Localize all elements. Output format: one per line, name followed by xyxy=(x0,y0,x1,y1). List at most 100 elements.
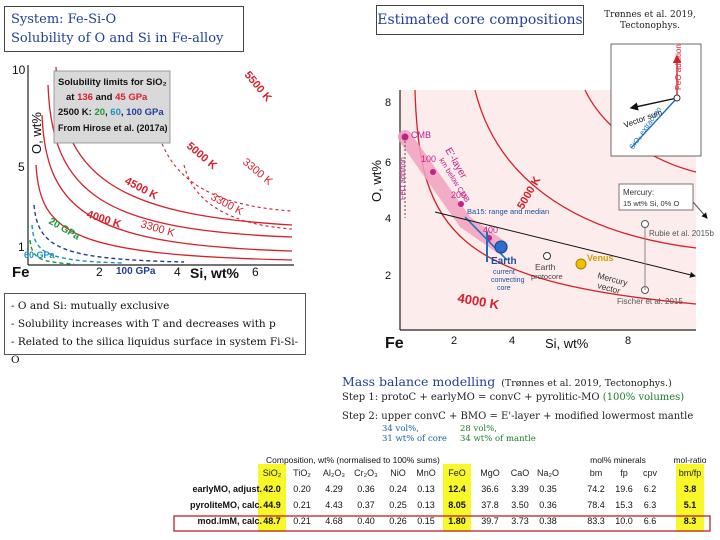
cell-2-8: 3.73 xyxy=(511,516,529,526)
cell-2-6: 1.80 xyxy=(448,516,466,526)
note-1: - O and Si: mutually exclusive xyxy=(11,300,170,312)
annot-mantle: 28 vol%, 34 wt% of mantle xyxy=(460,424,536,444)
cell-0-13: 3.8 xyxy=(684,484,697,494)
vector-feo-label: FeO addition xyxy=(674,44,683,90)
cell-2-7: 39.7 xyxy=(481,516,499,526)
col-header-6: FeO xyxy=(448,468,466,478)
col-header-5: MnO xyxy=(416,468,436,478)
notes-box: - O and Si: mutually exclusive - Solubil… xyxy=(4,293,306,366)
left-xtick-4: 4 xyxy=(174,265,181,279)
left-ylabel: O, wt% xyxy=(29,112,44,154)
legend-line2: at 136 and 45 GPa xyxy=(66,92,148,103)
earth-core-point xyxy=(494,240,508,254)
sio2-extraction-arrow xyxy=(630,97,678,149)
step-1: Step 1: protoC + earlyMO = convC + pyrol… xyxy=(342,392,685,403)
label-200: 200 xyxy=(451,190,466,200)
cell-0-5: 0.13 xyxy=(417,484,435,494)
legend-line4: From Hirose et al. (2017a) xyxy=(58,123,168,133)
right-fe-corner: Fe xyxy=(385,335,404,352)
cell-1-5: 0.13 xyxy=(417,500,435,510)
system-subtitle: Solubility of O and Si in Fe-alloy xyxy=(11,31,224,46)
right-xtick-4: 4 xyxy=(509,335,515,347)
system-title-box: System: Fe-Si-O Solubility of O and Si i… xyxy=(4,6,244,52)
cell-1-0: 44.9 xyxy=(263,500,281,510)
curve-100gpa xyxy=(33,204,185,263)
note-3: - Related to the silica liquidus surface… xyxy=(11,336,299,366)
right-ytick-6: 6 xyxy=(385,157,391,169)
vector-sum-arrow xyxy=(629,97,678,111)
estimated-core-box: Estimated core compositions xyxy=(376,5,584,35)
left-ytick-10: 10 xyxy=(12,63,26,77)
step-2: Step 2: upper convC + BMO = E'-layer + m… xyxy=(342,411,694,422)
label-feo-addition: FeO addition xyxy=(398,157,407,200)
cell-0-1: 0.20 xyxy=(293,484,311,494)
mass-balance-heading: Mass balance modelling xyxy=(342,374,496,389)
right-ylabel: O, wt% xyxy=(369,160,384,202)
right-curve-4000k xyxy=(414,89,697,305)
cell-0-7: 36.6 xyxy=(481,484,499,494)
cell-2-12: 6.6 xyxy=(644,516,657,526)
cell-2-13: 8.3 xyxy=(684,516,697,526)
right-xlabel: Si, wt% xyxy=(545,336,589,351)
mercury-vector-line xyxy=(434,211,696,278)
label-earth-proto: Earth xyxy=(535,262,556,272)
table-header-mid: mol% minerals xyxy=(590,456,646,465)
col-header-7: MgO xyxy=(480,468,500,478)
col-header-10: bm xyxy=(590,468,603,478)
left-solubility-plot: O, wt% 10 5 1 Fe 2 4 6 Si, wt% 5500 K 50… xyxy=(4,55,296,285)
cell-0-6: 12.4 xyxy=(448,484,466,494)
row-3-border xyxy=(173,515,711,532)
label-earth: Earth xyxy=(491,256,517,267)
cell-0-10: 74.2 xyxy=(587,484,605,494)
cell-0-9: 0.35 xyxy=(539,484,557,494)
col-header-1: TiO₂ xyxy=(293,468,311,478)
system-title: System: Fe-Si-O xyxy=(11,12,117,27)
note-2: - Solubility increases with T and decrea… xyxy=(11,318,276,330)
right-core-composition-plot: O, wt% 8 6 4 2 Fe 2 4 8 Si, wt% 4000 K 5… xyxy=(335,42,715,354)
left-fe-corner: Fe xyxy=(12,264,30,281)
highlight-col-2 xyxy=(676,464,704,532)
cell-1-7: 37.8 xyxy=(481,500,499,510)
label-100gpa: 100 GPa xyxy=(116,266,156,277)
cell-1-12: 6.3 xyxy=(644,500,657,510)
point-200 xyxy=(458,201,464,207)
curve-4000k xyxy=(35,164,293,261)
cell-0-8: 3.39 xyxy=(511,484,529,494)
col-header-0: SiO₂ xyxy=(263,468,282,478)
row-label-0: earlyMO, adjust. xyxy=(192,484,262,494)
cell-2-2: 4.68 xyxy=(325,516,343,526)
cell-1-6: 8.05 xyxy=(448,500,466,510)
highlight-col-1 xyxy=(443,464,471,532)
highlight-col-0 xyxy=(258,464,286,532)
mercury-box-line2: 15 wt% Si, 0% O xyxy=(623,199,679,208)
top-reference-line1: Trønnes et al. 2019, xyxy=(604,10,696,20)
cell-2-9: 0.38 xyxy=(539,516,557,526)
composition-table: Composition, wt% (normalised to 100% sum… xyxy=(172,456,712,536)
label-earth-sub2: convecting xyxy=(491,277,525,284)
cell-0-0: 42.0 xyxy=(263,484,281,494)
cell-1-8: 3.50 xyxy=(511,500,529,510)
col-header-12: cpv xyxy=(643,468,658,478)
col-header-8: CaO xyxy=(511,468,530,478)
cell-1-2: 4.43 xyxy=(325,500,343,510)
cell-0-3: 0.36 xyxy=(357,484,375,494)
earth-protocore-point xyxy=(543,252,551,260)
mercury-box xyxy=(618,183,694,211)
label-earth-sub3: core xyxy=(497,285,511,292)
cell-2-5: 0.15 xyxy=(417,516,435,526)
cell-1-11: 15.3 xyxy=(615,500,633,510)
col-header-3: Cr₂O₃ xyxy=(354,468,378,478)
label-fischer: Fischer et al. 2015 xyxy=(617,297,683,306)
right-ytick-4: 4 xyxy=(385,213,391,225)
label-venus: Venus xyxy=(587,253,614,263)
left-xtick-2: 2 xyxy=(96,265,103,279)
mercury-box-line1: Mercury: xyxy=(623,188,654,197)
label-100: 100 xyxy=(421,154,436,164)
vector-origin xyxy=(673,94,681,102)
cell-1-13: 5.1 xyxy=(684,500,697,510)
right-curve-5000k xyxy=(474,89,697,249)
curve-4500k xyxy=(41,114,293,252)
cell-1-3: 0.37 xyxy=(357,500,375,510)
cell-2-10: 83.3 xyxy=(587,516,605,526)
left-ytick-5: 5 xyxy=(18,160,25,174)
